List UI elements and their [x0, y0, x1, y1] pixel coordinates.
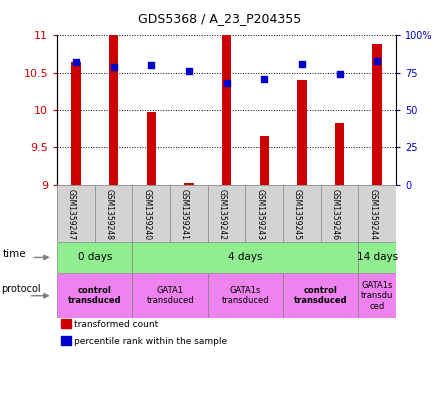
Text: GATA1s
transduced: GATA1s transduced — [222, 286, 269, 305]
Text: percentile rank within the sample: percentile rank within the sample — [74, 336, 227, 345]
Text: protocol: protocol — [1, 284, 41, 294]
Bar — [222, 26, 231, 185]
Point — [336, 71, 343, 77]
Text: control
transduced: control transduced — [68, 286, 121, 305]
Bar — [147, 112, 156, 185]
Text: 14 days: 14 days — [356, 252, 398, 263]
Text: GSM1359243: GSM1359243 — [255, 189, 264, 241]
Bar — [61, 319, 71, 329]
Text: control
transduced: control transduced — [294, 286, 348, 305]
Point — [298, 61, 305, 67]
Bar — [132, 273, 208, 318]
Bar — [57, 273, 132, 318]
Text: GSM1359244: GSM1359244 — [368, 189, 377, 241]
Point — [110, 64, 117, 70]
Bar — [132, 242, 358, 273]
Point — [148, 62, 155, 68]
Text: GDS5368 / A_23_P204355: GDS5368 / A_23_P204355 — [138, 12, 302, 25]
Text: GATA1
transduced: GATA1 transduced — [147, 286, 194, 305]
Bar — [71, 61, 81, 185]
Text: GSM1359247: GSM1359247 — [67, 189, 76, 241]
Point — [223, 80, 230, 86]
Bar — [208, 273, 283, 318]
Text: GSM1359248: GSM1359248 — [105, 189, 114, 240]
Bar — [260, 136, 269, 185]
Bar — [184, 183, 194, 185]
Text: transformed count: transformed count — [74, 320, 158, 329]
Bar — [283, 273, 358, 318]
Text: 0 days: 0 days — [77, 252, 112, 263]
Text: GSM1359245: GSM1359245 — [293, 189, 302, 241]
Bar — [57, 242, 132, 273]
Text: GSM1359246: GSM1359246 — [330, 189, 340, 241]
Bar — [297, 80, 307, 185]
Bar — [109, 26, 118, 185]
Bar — [61, 336, 71, 345]
Bar — [335, 123, 344, 185]
Point — [261, 75, 268, 82]
Point — [185, 68, 192, 74]
Point — [73, 59, 80, 65]
Bar — [373, 44, 382, 185]
Text: GSM1359242: GSM1359242 — [218, 189, 227, 240]
Bar — [358, 242, 396, 273]
Bar — [358, 273, 396, 318]
Text: 4 days: 4 days — [228, 252, 263, 263]
Text: time: time — [3, 249, 26, 259]
Text: GATA1s
transdu
ced: GATA1s transdu ced — [361, 281, 393, 310]
Text: GSM1359241: GSM1359241 — [180, 189, 189, 240]
Point — [374, 58, 381, 64]
Text: GSM1359240: GSM1359240 — [142, 189, 151, 241]
